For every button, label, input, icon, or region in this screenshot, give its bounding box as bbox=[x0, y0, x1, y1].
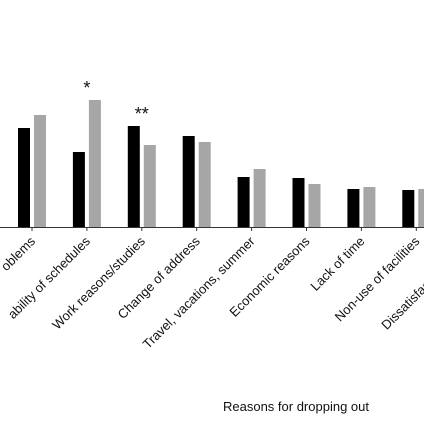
bar-series1-7 bbox=[402, 190, 415, 227]
x-tick-label-6: Lack of time bbox=[307, 234, 367, 294]
bar-series1-3 bbox=[182, 136, 195, 227]
bar-series2-6 bbox=[363, 187, 376, 227]
x-axis-title: Reasons for dropping out bbox=[223, 399, 369, 414]
bar-series1-2 bbox=[127, 126, 140, 227]
bar-series1-0 bbox=[18, 128, 30, 227]
x-tick-label-0: oblems bbox=[0, 233, 38, 274]
bar-series2-7 bbox=[418, 189, 424, 227]
bar-series1-6 bbox=[347, 189, 360, 227]
bar-series2-1 bbox=[88, 100, 101, 227]
significance-marker-2: ** bbox=[135, 104, 149, 124]
x-tick-label-4: Travel, vacations, summer bbox=[140, 233, 259, 352]
bar-series1-4 bbox=[237, 177, 250, 227]
bar-series2-2 bbox=[143, 145, 156, 227]
bar-series2-3 bbox=[198, 142, 211, 227]
bar-series1-5 bbox=[292, 178, 305, 227]
x-tick-label-2: Work reasons/studies bbox=[49, 233, 148, 332]
bar-group bbox=[18, 100, 424, 227]
bar-series1-1 bbox=[72, 152, 85, 227]
significance-marker-1: * bbox=[83, 78, 90, 98]
bar-series2-0 bbox=[34, 115, 46, 227]
bar-series2-4 bbox=[253, 169, 266, 227]
bar-series2-5 bbox=[308, 184, 321, 227]
significance-labels: *** bbox=[83, 78, 148, 124]
